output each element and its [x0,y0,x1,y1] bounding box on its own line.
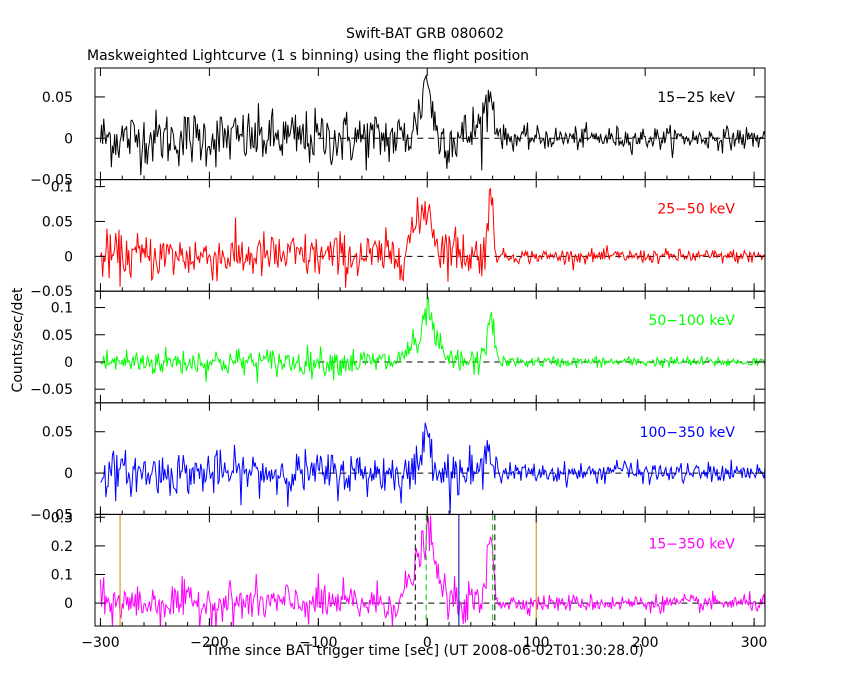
x-tick-label: 0 [423,635,432,651]
panel-4: −0.05 0 0.05 100−350 keV [30,402,766,523]
band-label-4: 100−350 keV [640,425,736,441]
y-tick-label: 0 [64,355,73,371]
y-axis-label: Counts/sec/det [10,287,26,392]
series-line-5 [99,515,765,627]
series-line-3 [100,296,765,383]
panel-frame [94,402,766,515]
y-tick-label: 0.2 [51,539,73,555]
band-label-1: 15−25 keV [657,90,735,106]
x-tick-label: 200 [632,635,659,651]
panel-5: 0 0.1 0.2 0.3 15−350 keV −300 −200 −100 0 100 200 3… [51,510,768,651]
x-tick-label: −200 [190,635,228,651]
panel-2: −0.05 0 0.05 0.1 25−50 keV [30,179,766,300]
y-tick-label: −0.05 [30,507,73,523]
panel-frame [94,290,766,404]
y-tick-label: 0.1 [51,180,73,196]
y-tick-label: 0 [64,249,73,265]
x-axis-label: Time since BAT trigger time [sec] (UT 20… [205,643,644,659]
series-line-1 [99,73,765,176]
y-tick-label: 0.05 [42,425,73,441]
panels-group: −0.05 0 0.05 15−25 keV −0.05 0 0.05 0.1 25−50 ke… [30,67,768,651]
y-tick-label: 0 [64,131,73,147]
y-tick-label: 0.05 [42,90,73,106]
x-tick-label: 300 [741,635,768,651]
panel-frame [94,513,766,627]
y-tick-label: 0.1 [51,301,73,317]
y-tick-label: −0.05 [30,284,73,300]
y-tick-label: 0.05 [42,214,73,230]
x-tick-label: −100 [299,635,337,651]
band-label-2: 25−50 keV [657,202,735,218]
x-tick-label: 100 [523,635,550,651]
x-tick-label: −300 [81,635,119,651]
y-tick-label: 0.1 [51,567,73,583]
panel-frame [94,179,766,292]
band-label-3: 50−100 keV [648,313,735,329]
chart-title: Swift-BAT GRB 080602 [346,26,504,42]
y-tick-label: −0.05 [30,382,73,398]
y-tick-label: 0.3 [51,510,73,526]
y-tick-label: 0 [64,596,73,612]
chart-subtitle: Maskweighted Lightcurve (1 s binning) us… [87,48,529,64]
y-tick-label: −0.05 [30,173,73,189]
y-tick-label: 0 [64,466,73,482]
panel-3: −0.05 0 0.05 0.1 50−100 keV [30,290,766,404]
band-label-5: 15−350 keV [648,536,735,552]
series-line-4 [100,422,765,514]
y-tick-label: 0.05 [42,328,73,344]
series-line-2 [99,188,765,288]
panel-1: −0.05 0 0.05 15−25 keV [30,67,766,189]
